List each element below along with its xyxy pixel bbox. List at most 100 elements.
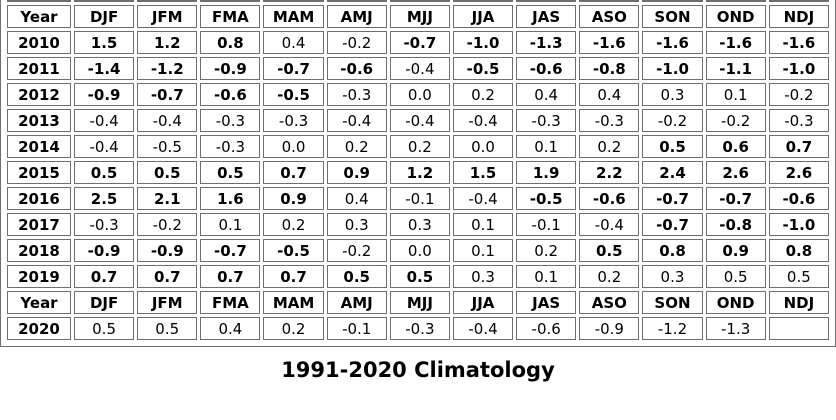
oni-value-cell: -0.2 — [326, 239, 387, 262]
column-header-jas: JAS — [516, 291, 577, 314]
oni-value-cell: 0.2 — [452, 83, 514, 106]
oni-value-cell: -0.2 — [642, 109, 703, 132]
oni-value-cell: -0.7 — [137, 83, 198, 106]
column-header-mam: MAM — [263, 5, 324, 28]
oni-value-cell: -0.4 — [452, 317, 514, 340]
oni-value-cell: 0.1 — [705, 83, 766, 106]
oni-value-cell: 0.2 — [579, 135, 640, 158]
data-row-2012: 2012 -0.9 -0.7 -0.6 -0.5 -0.3 0.0 0.2 0.4 0.4 0.3 0… — [7, 83, 829, 106]
oni-value-cell: -1.1 — [705, 57, 766, 80]
oni-value-cell: 0.7 — [263, 265, 324, 288]
column-header-jja: JJA — [452, 291, 514, 314]
oni-value-cell: -0.6 — [516, 317, 577, 340]
oni-value-cell: 2.4 — [642, 161, 703, 184]
header-row: Year DJF JFM FMA MAM AMJ MJJ JJA JAS ASO SON OND NDJ — [7, 5, 829, 28]
oni-value-cell: 1.2 — [389, 161, 450, 184]
oni-value-cell: 1.2 — [137, 31, 198, 54]
oni-value-cell: -0.9 — [74, 239, 135, 262]
oni-value-cell: 1.6 — [200, 187, 261, 210]
oni-value-cell: 0.9 — [326, 161, 387, 184]
cropped-cell — [516, 0, 577, 2]
oni-value-cell: -0.4 — [326, 109, 387, 132]
oni-value-cell: 0.0 — [452, 135, 514, 158]
column-header-jfm: JFM — [137, 291, 198, 314]
data-row-2018: 2018 -0.9 -0.9 -0.7 -0.5 -0.2 0.0 0.1 0.2 0.5 0.8 0… — [7, 239, 829, 262]
oni-value-cell: 2.1 — [137, 187, 198, 210]
oni-value-cell: -0.7 — [389, 31, 450, 54]
oni-value-cell: -0.6 — [516, 57, 577, 80]
data-row-2013: 2013 -0.4 -0.4 -0.3 -0.3 -0.4 -0.4 -0.4 -0.3 -0.3… — [7, 109, 829, 132]
column-header-mjj: MJJ — [389, 5, 450, 28]
oni-value-cell: 1.5 — [452, 161, 514, 184]
oni-value-cell: 0.1 — [516, 135, 577, 158]
oni-value-cell: -0.7 — [642, 187, 703, 210]
oni-value-cell: -0.3 — [200, 135, 261, 158]
oni-value-cell: 0.5 — [137, 161, 198, 184]
column-header-ond: OND — [705, 291, 766, 314]
oni-value-cell: -0.7 — [263, 57, 324, 80]
oni-value-cell: 0.8 — [768, 239, 829, 262]
oni-value-cell: -0.3 — [74, 213, 135, 236]
oni-value-cell: -0.2 — [326, 31, 387, 54]
oni-value-cell: -1.6 — [768, 31, 829, 54]
oni-value-cell: -0.3 — [326, 83, 387, 106]
oni-value-cell: -0.2 — [137, 213, 198, 236]
oni-value-cell: -1.0 — [768, 57, 829, 80]
oni-value-cell: 2.6 — [705, 161, 766, 184]
oni-value-cell: 0.7 — [200, 265, 261, 288]
oni-value-cell: 0.4 — [579, 83, 640, 106]
oni-value-cell: -0.4 — [452, 187, 514, 210]
oni-value-cell: 0.7 — [74, 265, 135, 288]
cropped-cell — [7, 0, 71, 2]
oni-value-cell: -0.4 — [74, 135, 135, 158]
oni-value-cell: -0.8 — [579, 57, 640, 80]
oni-value-cell: 0.5 — [200, 161, 261, 184]
oni-value-cell: 0.8 — [200, 31, 261, 54]
cropped-cell — [200, 0, 261, 2]
column-header-ndj: NDJ — [768, 5, 829, 28]
year-cell: 2014 — [7, 135, 71, 158]
oni-value-cell: -1.0 — [642, 57, 703, 80]
oni-table: Year DJF JFM FMA MAM AMJ MJJ JJA JAS ASO SON OND NDJ… — [4, 0, 832, 343]
column-header-year: Year — [7, 5, 71, 28]
oni-value-cell: -0.4 — [389, 109, 450, 132]
oni-value-cell: -0.3 — [389, 317, 450, 340]
oni-value-cell: -0.5 — [263, 239, 324, 262]
column-header-ond: OND — [705, 5, 766, 28]
year-cell: 2015 — [7, 161, 71, 184]
oni-value-cell: -0.3 — [768, 109, 829, 132]
oni-value-cell — [768, 317, 829, 340]
column-header-fma: FMA — [200, 5, 261, 28]
oni-value-cell: 0.1 — [516, 265, 577, 288]
cropped-cell — [452, 0, 514, 2]
oni-value-cell: 0.2 — [326, 135, 387, 158]
oni-value-cell: 0.5 — [705, 265, 766, 288]
cropped-cell — [579, 0, 640, 2]
oni-value-cell: 0.3 — [642, 265, 703, 288]
table-caption: 1991-2020 Climatology — [281, 358, 555, 382]
data-row-2011: 2011 -1.4 -1.2 -0.9 -0.7 -0.6 -0.4 -0.5 -0.6 -0.8… — [7, 57, 829, 80]
oni-value-cell: 0.8 — [642, 239, 703, 262]
cropped-cell — [326, 0, 387, 2]
oni-value-cell: 0.5 — [74, 317, 135, 340]
oni-value-cell: 0.1 — [452, 239, 514, 262]
oni-value-cell: -1.2 — [137, 57, 198, 80]
oni-value-cell: 0.5 — [137, 317, 198, 340]
oni-value-cell: 0.2 — [389, 135, 450, 158]
column-header-djf: DJF — [74, 291, 135, 314]
oni-value-cell: 0.0 — [389, 83, 450, 106]
oni-value-cell: -0.6 — [326, 57, 387, 80]
oni-value-cell: 0.5 — [389, 265, 450, 288]
oni-value-cell: -0.2 — [705, 109, 766, 132]
column-header-jfm: JFM — [137, 5, 198, 28]
oni-value-cell: 0.7 — [137, 265, 198, 288]
oni-value-cell: -0.3 — [579, 109, 640, 132]
oni-value-cell: 0.4 — [326, 187, 387, 210]
column-header-aso: ASO — [579, 5, 640, 28]
oni-value-cell: -1.0 — [452, 31, 514, 54]
column-header-aso: ASO — [579, 291, 640, 314]
oni-value-cell: 0.1 — [452, 213, 514, 236]
oni-value-cell: -0.4 — [74, 109, 135, 132]
oni-value-cell: -0.5 — [516, 187, 577, 210]
oni-value-cell: -0.6 — [579, 187, 640, 210]
